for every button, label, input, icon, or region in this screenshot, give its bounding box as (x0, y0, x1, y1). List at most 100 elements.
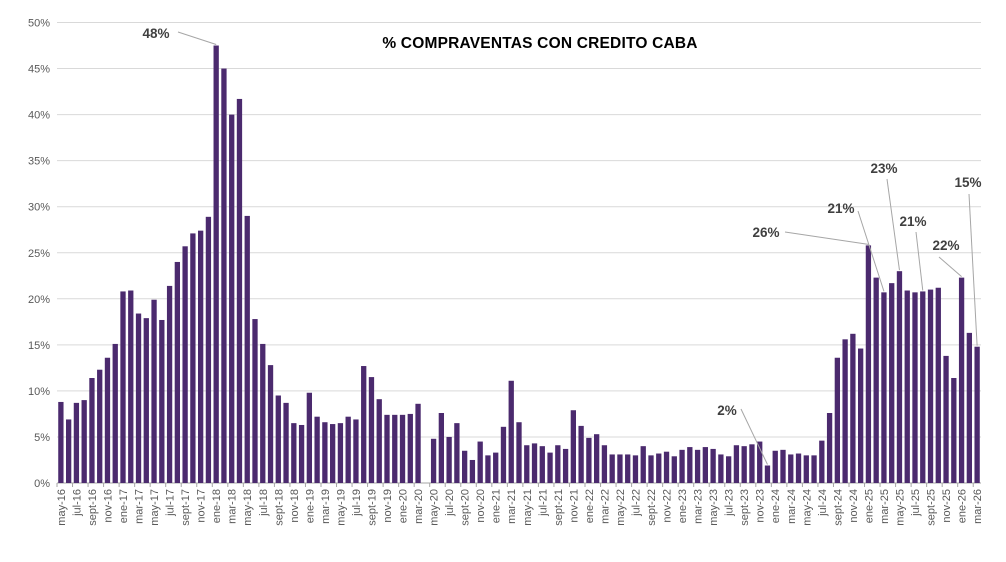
x-tick-label: ene-17 (118, 489, 130, 523)
bar (718, 454, 724, 483)
bar (329, 424, 336, 483)
bar (640, 446, 646, 483)
x-tick-label: jul-19 (351, 489, 363, 517)
bar (943, 355, 949, 483)
bar (547, 452, 553, 483)
x-tick-label: jul-20 (444, 489, 456, 517)
bar (873, 277, 879, 483)
bar (469, 459, 476, 483)
callout-label: 21% (899, 214, 926, 229)
x-tick-label: nov-17 (196, 489, 208, 523)
callout-label: 48% (142, 26, 169, 41)
x-tick-label: sept-16 (87, 489, 99, 526)
bar (368, 377, 375, 483)
x-tick-label: may-22 (615, 489, 627, 526)
callout-label: 26% (752, 225, 779, 240)
bar (974, 346, 980, 483)
bar (570, 410, 577, 483)
callout-label: 22% (932, 238, 959, 253)
x-tick-label: ene-22 (584, 489, 596, 523)
bar (593, 434, 600, 483)
bar (889, 283, 895, 483)
bar (896, 271, 903, 483)
bar (65, 419, 72, 483)
bar (353, 419, 359, 483)
bar (143, 318, 149, 483)
bar (58, 401, 64, 483)
x-tick-label: sept-21 (553, 489, 565, 526)
bar (337, 423, 344, 483)
bar (694, 449, 701, 483)
bar (446, 436, 452, 483)
bar (702, 447, 709, 483)
x-tick-label: mar-22 (599, 489, 611, 524)
callout-label: 2% (717, 403, 737, 418)
y-tick-label: 40% (28, 110, 50, 122)
bar (236, 98, 243, 484)
bar (912, 292, 918, 483)
bars-group (58, 45, 980, 484)
x-tick-label: nov-24 (848, 489, 860, 523)
x-tick-label: ene-19 (304, 489, 316, 523)
bar (493, 452, 499, 483)
bar (244, 215, 250, 483)
bar (89, 378, 95, 483)
bar (927, 289, 934, 483)
x-tick-label: nov-16 (102, 489, 114, 523)
bar (298, 424, 305, 483)
bar (322, 422, 328, 483)
x-tick-label: sept-17 (180, 489, 192, 526)
x-tick-label: jul-22 (630, 489, 642, 517)
bar (749, 444, 755, 483)
x-tick-label: jul-17 (165, 489, 177, 517)
x-tick-label: mar-21 (506, 489, 518, 524)
callout-line (177, 31, 217, 46)
y-tick-label: 35% (28, 156, 50, 168)
bar (190, 233, 196, 483)
callout-line (740, 408, 768, 465)
bar (376, 399, 382, 483)
bar (741, 446, 747, 483)
bar (865, 245, 872, 483)
x-tick-label: ene-18 (211, 489, 223, 523)
bar (477, 441, 483, 483)
x-tick-label: may-23 (708, 489, 720, 526)
bar (174, 261, 181, 483)
x-tick-label: may-19 (335, 489, 347, 526)
x-axis-ticks (56, 483, 974, 487)
bar (384, 414, 390, 483)
bar (213, 45, 219, 484)
x-axis-labels: may-16 jul-16 sept-16 nov-16 ene-17 mar-17 may… (56, 489, 984, 526)
bar (780, 449, 786, 483)
bar (663, 451, 670, 483)
bar (687, 447, 693, 483)
x-tick-label: nov-19 (382, 489, 394, 523)
bar (399, 414, 406, 483)
x-tick-label: mar-19 (320, 489, 332, 524)
x-tick-label: jul-18 (258, 489, 270, 517)
bar (275, 395, 281, 483)
bar (516, 422, 522, 483)
bar (104, 357, 111, 483)
bar (951, 378, 957, 483)
x-tick-label: sept-25 (926, 489, 938, 526)
x-tick-label: nov-18 (289, 489, 301, 523)
y-tick-label: 20% (28, 294, 50, 306)
x-tick-label: ene-21 (491, 489, 503, 523)
bar (772, 450, 778, 483)
callout-line (857, 210, 885, 292)
bar (182, 246, 188, 483)
callout-label: 21% (827, 201, 854, 216)
bar (500, 426, 507, 483)
bar (842, 339, 848, 483)
x-tick-label: sept-23 (739, 489, 751, 526)
bar (151, 299, 157, 483)
x-tick-label: jul-16 (71, 489, 83, 517)
x-tick-label: mar-25 (879, 489, 891, 524)
x-tick-label: mar-17 (134, 489, 146, 524)
bar (803, 455, 809, 483)
bar (361, 366, 367, 483)
bar (291, 423, 297, 483)
bar (625, 454, 631, 483)
x-tick-label: mar-18 (227, 489, 239, 524)
